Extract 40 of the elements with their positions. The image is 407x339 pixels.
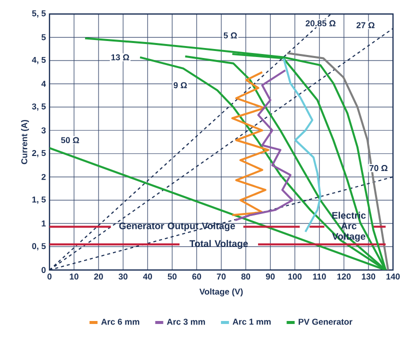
annotation: 50 Ω <box>61 137 80 144</box>
x-tick-label: 80 <box>241 274 250 280</box>
x-tick-label: 20 <box>94 274 103 280</box>
x-tick-label: 10 <box>70 274 78 280</box>
x-tick-label: 40 <box>143 274 152 280</box>
y-tick-label: 1, 5 <box>32 196 46 204</box>
y-tick-label: 4 <box>41 80 46 87</box>
annotation: 9 Ω <box>174 82 187 88</box>
y-tick-label: 3 <box>41 127 46 134</box>
x-tick-label: 90 <box>266 274 275 280</box>
legend-label: Arc 1 mm <box>232 318 271 325</box>
y-tick-label: 1 <box>42 220 46 226</box>
x-tick-label: 70 <box>216 274 226 280</box>
y-tick-label: 0, 5 <box>32 243 46 250</box>
y-tick-label: 3, 5 <box>32 103 46 111</box>
annotation: 20.85 Ω <box>306 20 336 26</box>
x-tick-label: 50 <box>168 274 177 280</box>
x-tick-label: 130 <box>362 274 376 280</box>
annotation: 27 Ω <box>356 22 374 28</box>
annotation: 70 Ω <box>370 165 388 172</box>
y-axis-title: Current (A) <box>21 120 29 164</box>
x-tick-label: 110 <box>313 274 326 280</box>
y-tick-label: 5 <box>42 34 46 40</box>
y-tick-label: 2 <box>42 174 46 180</box>
legend-label: Arc 3 mm <box>166 318 205 325</box>
x-tick-label: 60 <box>192 274 202 280</box>
y-tick-label: 0 <box>42 266 46 274</box>
annotation: 13 Ω <box>111 54 130 60</box>
legend-label: Arc 6 mm <box>101 318 140 325</box>
annotation: 5 Ω <box>224 32 237 38</box>
y-tick-label: 2, 5 <box>32 150 46 158</box>
x-tick-label: 30 <box>118 274 128 280</box>
y-tick-label: 5, 5 <box>32 10 46 18</box>
x-tick-label: 140 <box>386 274 400 280</box>
x-tick-label: 120 <box>337 274 351 280</box>
x-tick-label: 0 <box>47 274 52 280</box>
x-tick-label: 100 <box>288 274 302 280</box>
legend-label: PV Generator <box>298 318 352 325</box>
y-tick-label: 4, 5 <box>32 56 46 64</box>
x-axis-title: Voltage (V) <box>199 288 243 296</box>
